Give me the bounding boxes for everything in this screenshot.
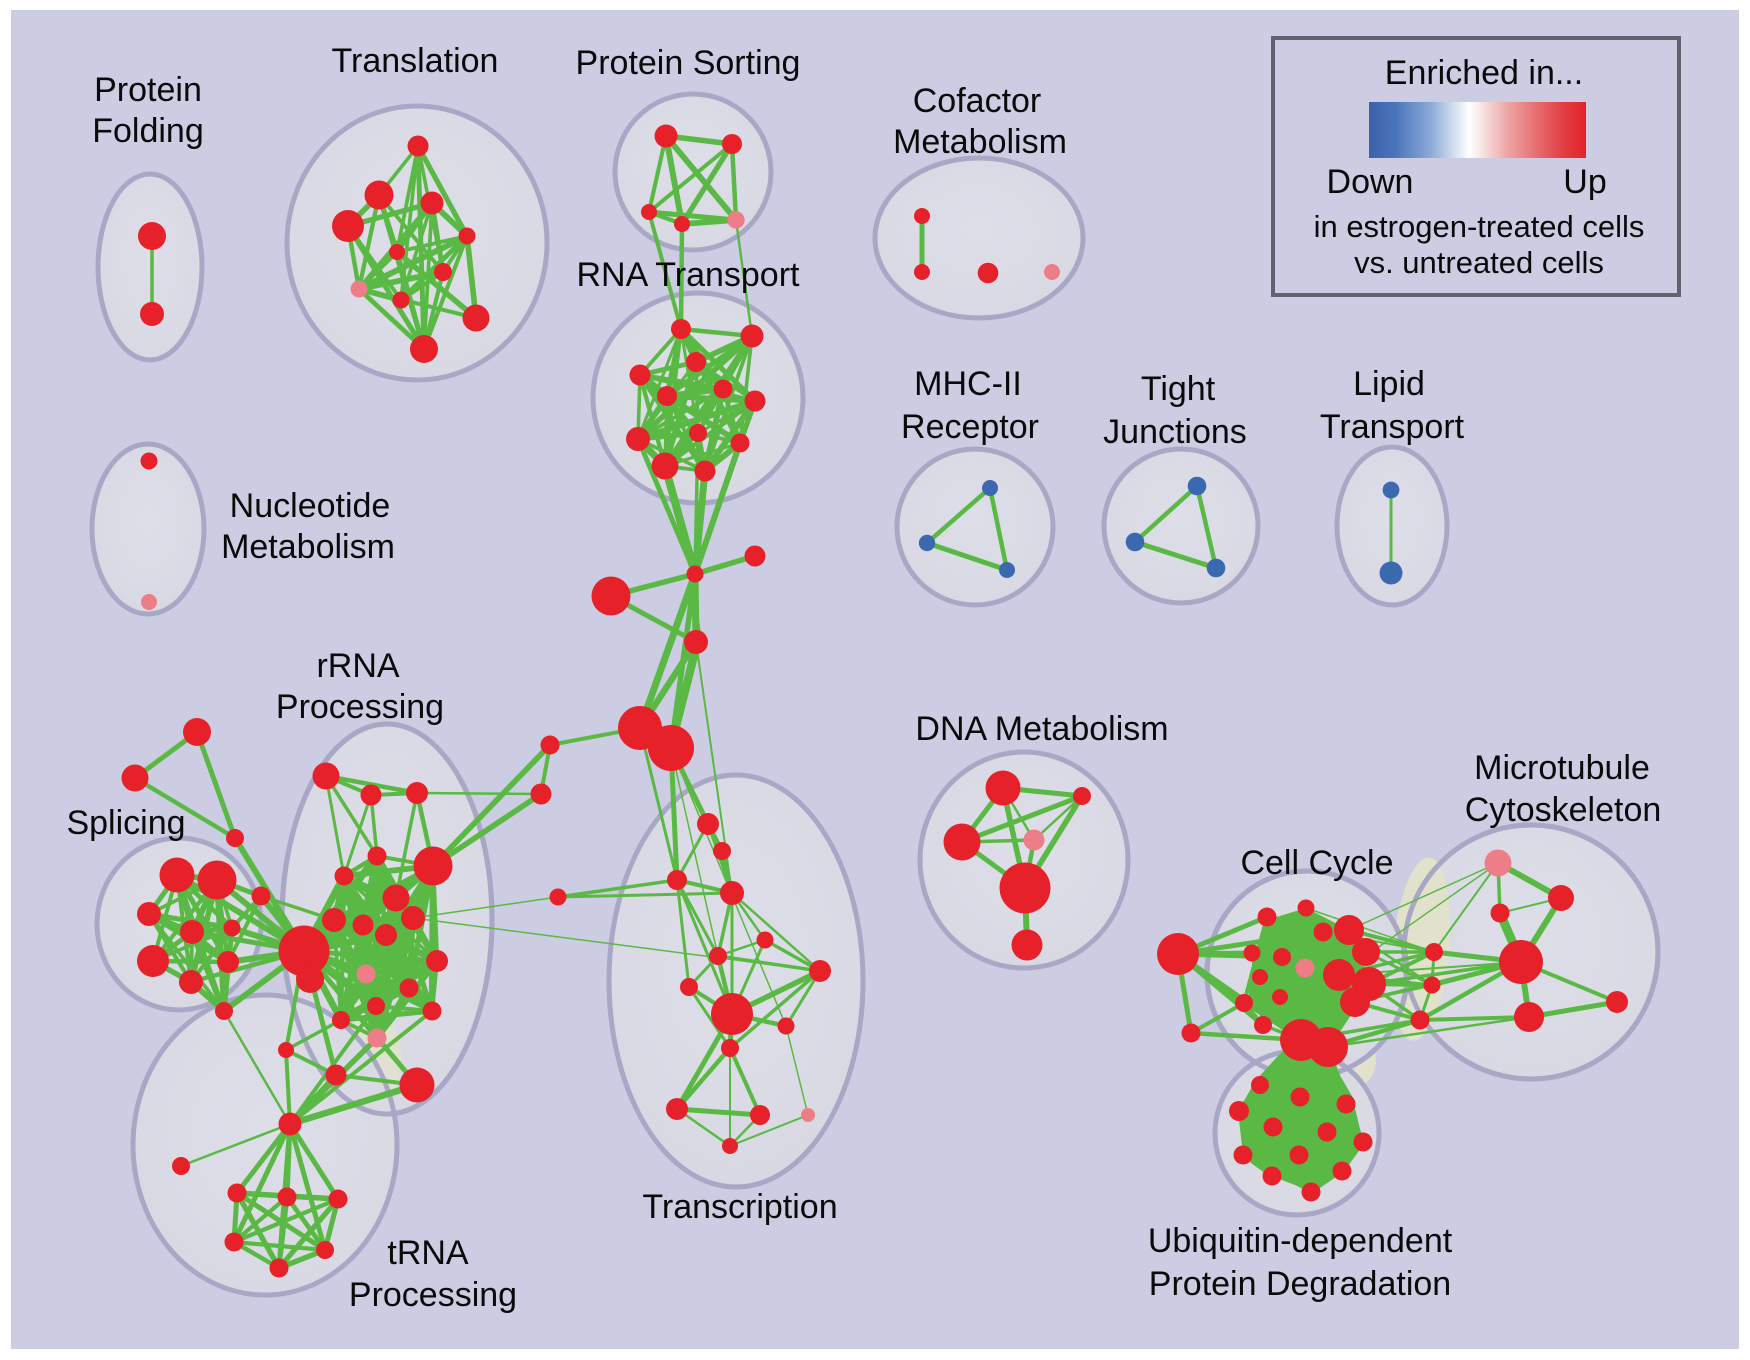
svg-text:Transport: Transport: [1320, 408, 1465, 446]
svg-text:Protein Sorting: Protein Sorting: [576, 44, 801, 82]
svg-text:in estrogen-treated cells: in estrogen-treated cells: [1314, 209, 1645, 244]
svg-text:Microtubule: Microtubule: [1474, 749, 1650, 787]
svg-text:Metabolism: Metabolism: [221, 528, 395, 566]
svg-text:tRNA: tRNA: [387, 1234, 469, 1272]
svg-text:Folding: Folding: [92, 112, 204, 150]
svg-text:Junctions: Junctions: [1103, 413, 1247, 451]
svg-text:DNA Metabolism: DNA Metabolism: [915, 710, 1168, 748]
svg-text:Processing: Processing: [349, 1276, 517, 1314]
svg-text:Translation: Translation: [332, 42, 499, 80]
svg-text:Cofactor: Cofactor: [913, 82, 1042, 120]
svg-text:rRNA: rRNA: [316, 647, 399, 685]
svg-text:MHC-II: MHC-II: [914, 365, 1022, 403]
svg-text:Enriched in...: Enriched in...: [1385, 54, 1583, 92]
svg-text:Tight: Tight: [1141, 370, 1216, 408]
svg-text:Receptor: Receptor: [901, 408, 1039, 446]
svg-text:vs. untreated cells: vs. untreated cells: [1354, 245, 1604, 280]
svg-text:Nucleotide: Nucleotide: [230, 487, 391, 525]
svg-text:Ubiquitin-dependent: Ubiquitin-dependent: [1148, 1222, 1453, 1260]
svg-text:Cell Cycle: Cell Cycle: [1240, 844, 1393, 882]
svg-text:Up: Up: [1563, 163, 1606, 201]
svg-text:Protein: Protein: [94, 71, 202, 109]
svg-text:Protein Degradation: Protein Degradation: [1149, 1265, 1451, 1303]
svg-text:Down: Down: [1327, 163, 1414, 201]
svg-text:Cytoskeleton: Cytoskeleton: [1465, 791, 1662, 829]
svg-text:Splicing: Splicing: [66, 804, 185, 842]
svg-text:Metabolism: Metabolism: [893, 123, 1067, 161]
svg-text:Lipid: Lipid: [1353, 365, 1425, 403]
svg-text:Processing: Processing: [276, 688, 444, 726]
svg-text:Transcription: Transcription: [642, 1188, 837, 1226]
svg-text:RNA Transport: RNA Transport: [577, 256, 801, 294]
